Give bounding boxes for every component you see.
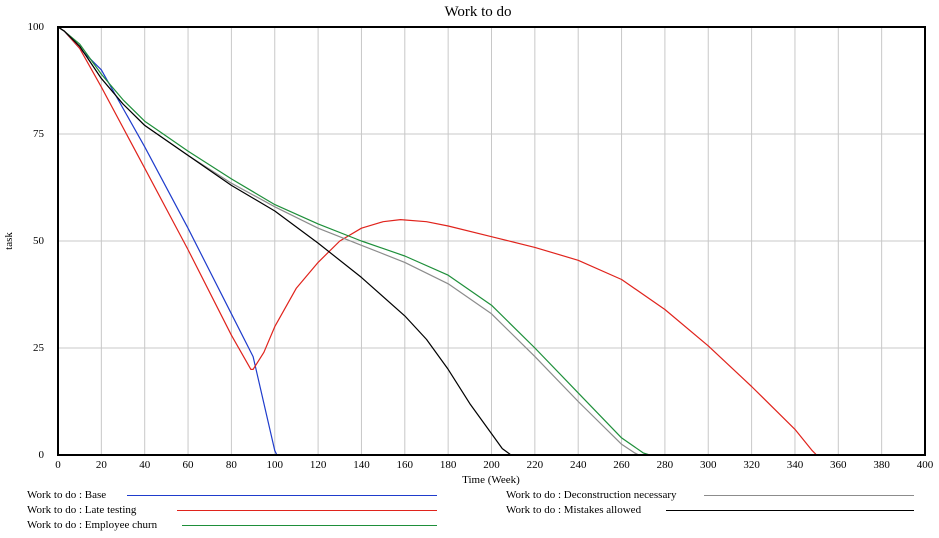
x-tick-label: 220 [527, 459, 544, 471]
chart-title: Work to do [444, 4, 511, 20]
plot-frame [57, 26, 926, 456]
legend-item-mistakes-allowed: Work to do : Mistakes allowed [506, 503, 916, 517]
y-tick-label: 100 [28, 21, 45, 33]
legend-swatch [182, 525, 437, 526]
x-tick-label: 380 [873, 459, 890, 471]
legend-swatch [704, 495, 914, 496]
y-tick-label: 0 [39, 449, 45, 461]
x-tick-label: 320 [743, 459, 760, 471]
series-line-4 [57, 26, 925, 456]
x-tick-label: 140 [353, 459, 370, 471]
legend: Work to do : Base Work to do : Late test… [0, 488, 939, 538]
y-axis-label: task [3, 232, 15, 250]
y-tick-label: 50 [33, 235, 45, 247]
legend-label: Work to do : Deconstruction necessary [506, 489, 677, 501]
x-tick-labels: 0 20 40 60 80 100 120 140 160 180 200 220 240 260 280 3… [55, 459, 934, 471]
y-tick-labels: 0 25 50 75 100 [28, 21, 45, 461]
x-tick-label: 200 [483, 459, 500, 471]
x-tick-label: 300 [700, 459, 717, 471]
x-tick-label: 260 [613, 459, 630, 471]
legend-label: Work to do : Employee churn [27, 519, 158, 531]
x-tick-label: 100 [267, 459, 284, 471]
grid [57, 26, 926, 456]
y-tick-label: 75 [33, 128, 45, 140]
legend-swatch [177, 510, 437, 511]
x-tick-label: 240 [570, 459, 587, 471]
series-line-1 [57, 26, 925, 456]
legend-label: Work to do : Mistakes allowed [506, 504, 642, 516]
x-tick-label: 180 [440, 459, 457, 471]
x-tick-label: 400 [917, 459, 934, 471]
legend-item-employee-churn: Work to do : Employee churn [27, 518, 437, 532]
x-tick-label: 80 [226, 459, 238, 471]
x-tick-label: 20 [96, 459, 108, 471]
legend-label: Work to do : Late testing [27, 504, 137, 516]
x-tick-label: 0 [55, 459, 61, 471]
legend-item-deconstruction-necessary: Work to do : Deconstruction necessary [506, 488, 916, 502]
legend-item-late-testing: Work to do : Late testing [27, 503, 437, 517]
x-tick-label: 360 [830, 459, 847, 471]
series-line-2 [57, 26, 925, 456]
line-chart: Work to do 0 20 40 60 80 100 120 140 160 180 200 22… [3, 4, 934, 486]
x-tick-label: 280 [657, 459, 674, 471]
y-tick-label: 25 [33, 342, 45, 354]
x-tick-label: 120 [310, 459, 327, 471]
x-tick-label: 160 [397, 459, 414, 471]
x-tick-label: 340 [787, 459, 804, 471]
legend-label: Work to do : Base [27, 489, 107, 501]
x-tick-label: 60 [183, 459, 195, 471]
legend-swatch [666, 510, 914, 511]
legend-swatch [127, 495, 437, 496]
x-axis-label: Time (Week) [462, 474, 520, 486]
x-tick-label: 40 [139, 459, 151, 471]
legend-item-base: Work to do : Base [27, 488, 437, 502]
